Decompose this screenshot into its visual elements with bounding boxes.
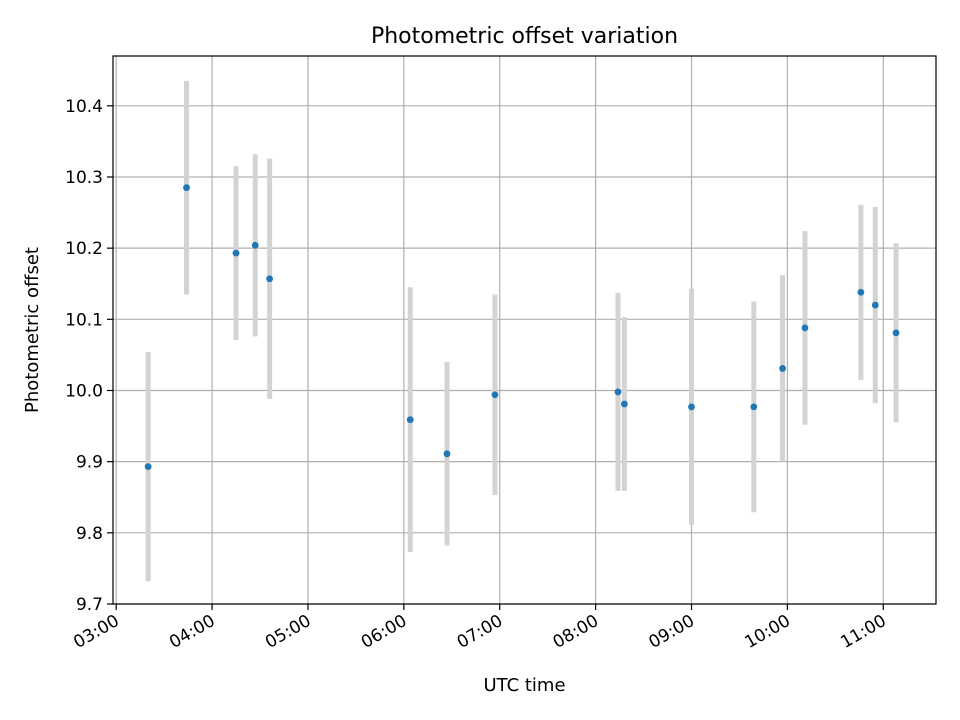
errorbar-layer	[145, 80, 899, 582]
y-tick-label: 10.1	[65, 310, 103, 330]
data-point	[443, 450, 451, 458]
data-point	[688, 403, 695, 411]
x-tick-label: 08:00	[550, 611, 602, 653]
data-point	[144, 463, 152, 471]
y-tick-label: 10.3	[65, 168, 103, 188]
data-point	[251, 241, 259, 249]
data-point	[406, 416, 414, 424]
data-point	[779, 365, 786, 372]
data-point	[614, 388, 622, 396]
point-layer	[144, 184, 900, 471]
data-point	[232, 249, 240, 257]
x-tick-label: 07:00	[454, 611, 506, 653]
data-point	[871, 301, 879, 309]
data-point	[857, 288, 865, 296]
x-tick-label: 06:00	[358, 611, 410, 653]
x-tick-label: 04:00	[166, 611, 218, 653]
data-point	[183, 184, 190, 192]
x-tick-label: 09:00	[646, 611, 698, 653]
data-point	[750, 403, 758, 411]
y-tick-label: 10.2	[65, 239, 103, 259]
data-point	[620, 400, 628, 408]
x-axis-label: UTC time	[483, 675, 565, 696]
grid-layer	[113, 56, 936, 605]
y-tick-label: 9.9	[76, 453, 103, 473]
y-tick-label: 10.0	[65, 381, 103, 401]
y-axis-label: Photometric offset	[22, 247, 43, 413]
x-tick-label: 05:00	[262, 611, 314, 653]
data-point	[801, 324, 809, 332]
data-point	[491, 391, 499, 399]
x-tick-label: 03:00	[70, 611, 122, 653]
x-tick-label: 10:00	[741, 611, 793, 653]
plot-frame	[112, 55, 937, 605]
x-tick-label: 11:00	[837, 611, 889, 653]
data-point	[892, 329, 900, 337]
chart-title: Photometric offset variation	[371, 24, 678, 49]
y-tick-label: 9.8	[76, 524, 103, 544]
data-point	[266, 275, 274, 283]
y-tick-label: 10.4	[65, 97, 103, 117]
y-tick-label: 9.7	[76, 595, 103, 615]
